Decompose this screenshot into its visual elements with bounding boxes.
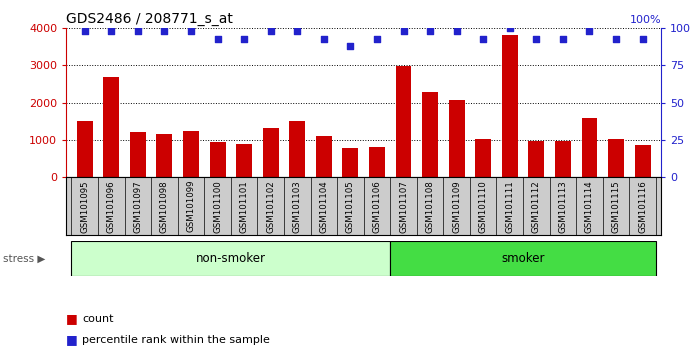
Bar (209, 142, 226, 177)
Point (265, 28, 276, 34)
FancyBboxPatch shape (72, 241, 390, 276)
Text: GSM101114: GSM101114 (585, 180, 594, 233)
Point (504, 25, 515, 31)
Text: ■: ■ (66, 333, 78, 346)
Bar (183, 131, 199, 177)
Text: GSM101099: GSM101099 (187, 180, 196, 233)
Bar (342, 148, 358, 177)
Bar (581, 118, 597, 177)
Bar (608, 139, 624, 177)
Point (372, 36, 383, 41)
Bar (316, 136, 332, 177)
FancyBboxPatch shape (390, 241, 656, 276)
Text: ■: ■ (66, 312, 78, 325)
Text: GSM101098: GSM101098 (160, 180, 169, 233)
Text: GSM101097: GSM101097 (134, 180, 143, 233)
Point (345, 43, 356, 49)
Text: GSM101104: GSM101104 (319, 180, 329, 233)
Bar (262, 128, 278, 177)
Text: GSM101096: GSM101096 (106, 180, 116, 233)
Text: GSM101112: GSM101112 (532, 180, 541, 233)
Point (610, 36, 622, 41)
Point (185, 28, 196, 34)
Point (531, 36, 542, 41)
Point (398, 28, 409, 34)
Text: GSM101103: GSM101103 (293, 180, 302, 233)
Bar (157, 134, 173, 177)
Text: 100%: 100% (630, 15, 661, 25)
Point (477, 36, 489, 41)
Point (106, 28, 117, 34)
Text: count: count (82, 314, 113, 324)
Bar (369, 147, 385, 177)
Point (557, 36, 569, 41)
Text: percentile rank within the sample: percentile rank within the sample (82, 335, 270, 345)
Point (637, 36, 648, 41)
Point (425, 28, 436, 34)
Text: GSM101116: GSM101116 (638, 180, 647, 233)
Point (292, 28, 303, 34)
Point (451, 28, 462, 34)
Bar (475, 139, 491, 177)
Point (318, 36, 329, 41)
Point (212, 36, 223, 41)
Text: GSM101107: GSM101107 (399, 180, 408, 233)
Bar (422, 92, 438, 177)
Text: GDS2486 / 208771_s_at: GDS2486 / 208771_s_at (66, 12, 233, 26)
Text: GSM101108: GSM101108 (425, 180, 434, 233)
Text: smoker: smoker (501, 252, 545, 265)
Text: GSM101095: GSM101095 (80, 180, 89, 233)
Text: GSM101106: GSM101106 (372, 180, 381, 233)
Text: stress ▶: stress ▶ (3, 253, 46, 263)
Bar (528, 141, 544, 177)
Point (159, 28, 170, 34)
Text: GSM101110: GSM101110 (479, 180, 488, 233)
Text: GSM101105: GSM101105 (346, 180, 355, 233)
Bar (502, 35, 518, 177)
Point (132, 28, 143, 34)
Text: GSM101109: GSM101109 (452, 180, 461, 233)
Bar (635, 145, 651, 177)
Bar (103, 78, 119, 177)
Text: GSM101113: GSM101113 (558, 180, 567, 233)
Point (239, 36, 250, 41)
Point (584, 28, 595, 34)
Bar (77, 120, 93, 177)
Bar (130, 132, 146, 177)
Bar (236, 144, 252, 177)
Text: GSM101100: GSM101100 (213, 180, 222, 233)
Point (79, 28, 90, 34)
Text: GSM101111: GSM101111 (505, 180, 514, 233)
Bar (395, 66, 411, 177)
Text: non-smoker: non-smoker (196, 252, 266, 265)
Text: GSM101101: GSM101101 (239, 180, 248, 233)
Text: GSM101102: GSM101102 (266, 180, 275, 233)
Bar (449, 101, 465, 177)
Text: GSM101115: GSM101115 (612, 180, 621, 233)
Bar (290, 121, 306, 177)
Bar (555, 141, 571, 177)
